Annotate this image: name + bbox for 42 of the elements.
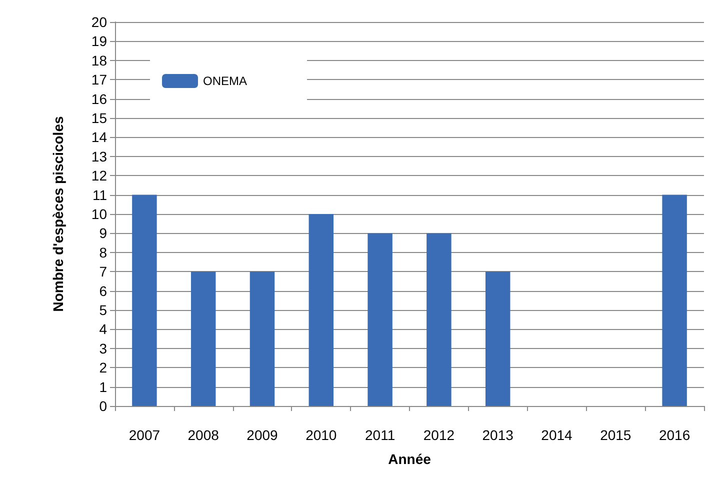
y-tick-label: 17	[91, 72, 108, 88]
y-tick-label: 4	[99, 321, 108, 338]
x-tick-label: 2007	[128, 427, 160, 443]
y-tick-label: 20	[91, 14, 108, 30]
y-tick-label: 10	[91, 206, 108, 222]
y-tick-label: 14	[91, 129, 108, 146]
y-tick-label: 15	[91, 110, 108, 126]
legend-label: ONEMA	[203, 74, 248, 88]
y-tick-label: 19	[91, 33, 108, 50]
y-tick-label: 5	[99, 302, 108, 318]
x-tick-label: 2008	[188, 427, 220, 443]
y-tick-label: 1	[99, 378, 108, 395]
y-tick-label: 3	[99, 340, 108, 356]
x-tick-label: 2009	[246, 427, 278, 443]
x-tick-label: 2011	[364, 427, 396, 443]
bar	[662, 194, 687, 406]
x-tick-label: 2012	[423, 427, 455, 443]
bar	[308, 214, 334, 406]
x-tick-label: 2013	[482, 427, 514, 443]
bar	[485, 272, 510, 406]
y-tick-label: 9	[99, 225, 108, 242]
y-tick-label: 2	[99, 360, 108, 376]
x-axis-title: Année	[388, 451, 432, 467]
y-tick-label: 7	[99, 264, 108, 280]
y-tick-label: 16	[91, 90, 108, 107]
bar	[132, 194, 157, 406]
y-tick-label: 0	[99, 398, 108, 414]
y-tick-label: 8	[99, 244, 108, 260]
y-axis-title: Nombre d'espèces piscicoles	[50, 116, 66, 312]
y-tick-label: 11	[92, 186, 108, 203]
x-tick-label: 2015	[600, 427, 632, 443]
bar	[368, 233, 392, 406]
bar	[190, 272, 216, 406]
bar	[250, 272, 275, 406]
y-tick-label: 12	[91, 168, 108, 184]
y-tick-label: 6	[99, 282, 108, 299]
bar	[426, 233, 452, 406]
x-tick-label: 2010	[306, 427, 337, 443]
x-tick-label: 2014	[541, 427, 573, 443]
y-tick-label: 13	[91, 148, 108, 164]
y-tick-label: 18	[91, 52, 108, 68]
x-tick-label: 2016	[658, 427, 690, 443]
